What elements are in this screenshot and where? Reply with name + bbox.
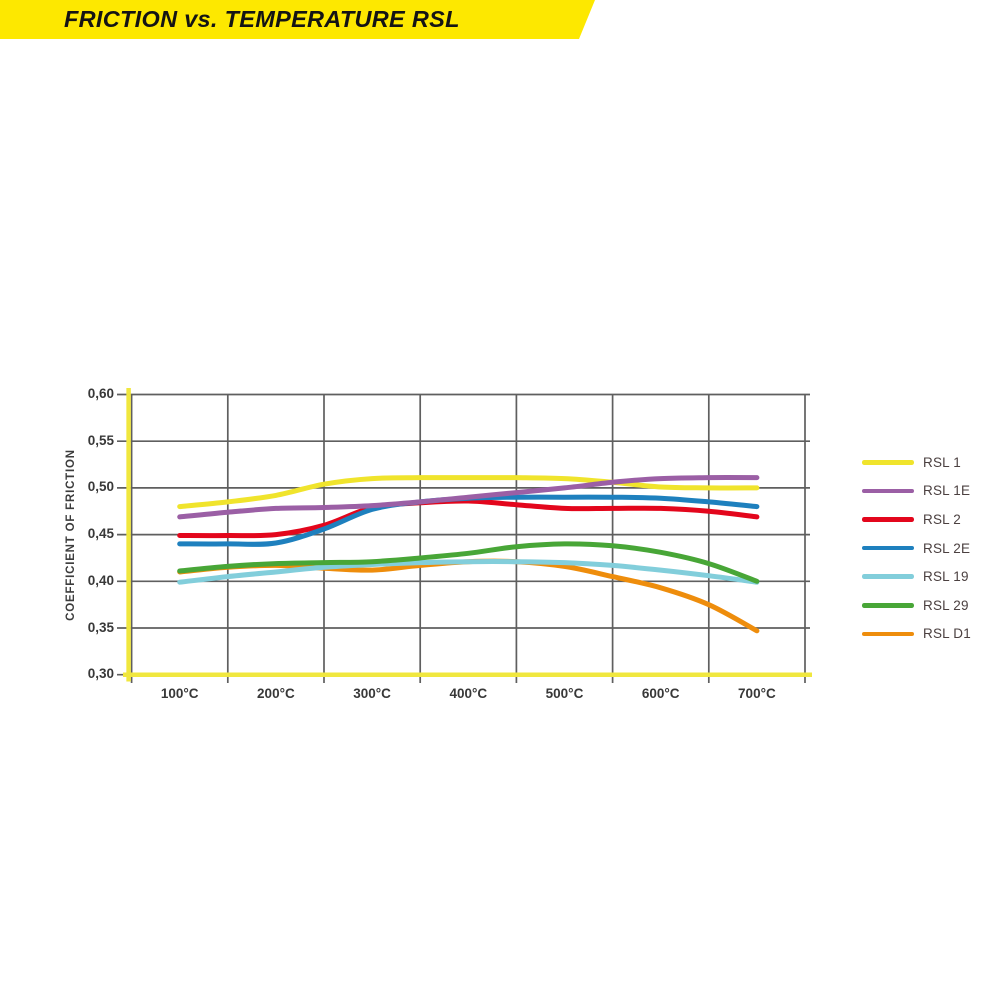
x-tick-label: 600°C	[641, 686, 680, 701]
axis-layer	[123, 388, 812, 682]
curve-rsl-1	[177, 475, 760, 510]
legend-row: RSL 2E	[862, 534, 971, 563]
legend-row: RSL D1	[862, 620, 971, 649]
title-banner: FRICTION vs. TEMPERATURE RSL	[0, 0, 595, 39]
legend-line-swatch	[862, 545, 914, 551]
legend-label: RSL D1	[923, 626, 971, 642]
legend-label: RSL 1	[923, 454, 962, 470]
legend-line-swatch	[862, 574, 914, 579]
legend-line-swatch	[862, 517, 914, 522]
x-tick-label: 500°C	[545, 686, 584, 701]
curve-rsl-29	[177, 541, 760, 584]
curve-rsl-19	[177, 559, 760, 585]
legend-line-swatch	[862, 602, 914, 608]
chart-legend: RSL 1 RSL 1E RSL 2 RSL 2E RSL 19 RSL 29 RSL D1	[862, 448, 971, 648]
y-tick-label: 0,40	[87, 572, 114, 588]
legend-label: RSL 19	[923, 569, 969, 585]
x-tick-label: 400°C	[449, 686, 488, 701]
y-tick-label: 0,55	[87, 432, 114, 448]
y-tick-label: 0,50	[87, 479, 114, 495]
curve-layer	[177, 475, 760, 634]
legend-row: RSL 2	[862, 505, 971, 534]
legend-row: RSL 29	[862, 591, 971, 620]
legend-line-swatch	[862, 460, 914, 465]
y-tick-label: 0,30	[87, 666, 114, 682]
x-tick-label: 300°C	[353, 686, 391, 701]
legend-line-swatch	[862, 631, 914, 637]
x-tick-label: 200°C	[257, 686, 295, 701]
x-tick-label: 100°C	[160, 686, 199, 701]
legend-row: RSL 1E	[862, 477, 971, 506]
grid-layer	[117, 393, 810, 683]
chart-title: FRICTION vs. TEMPERATURE RSL	[64, 6, 460, 32]
legend-label: RSL 1E	[923, 483, 971, 499]
legend-label: RSL 2	[923, 511, 962, 527]
legend-row: RSL 19	[862, 562, 971, 591]
curve-rsl-1e	[177, 475, 760, 520]
y-tick-label: 0,45	[87, 526, 114, 542]
x-tick-label: 700°C	[738, 686, 776, 701]
legend-label: RSL 2E	[923, 540, 971, 556]
curve-rsl-2	[177, 498, 760, 539]
y-tick-label: 0,60	[87, 386, 114, 401]
y-tick-label: 0,35	[87, 619, 114, 635]
legend-label: RSL 29	[923, 597, 969, 613]
legend-row: RSL 1	[862, 448, 971, 477]
legend-line-swatch	[862, 488, 914, 494]
